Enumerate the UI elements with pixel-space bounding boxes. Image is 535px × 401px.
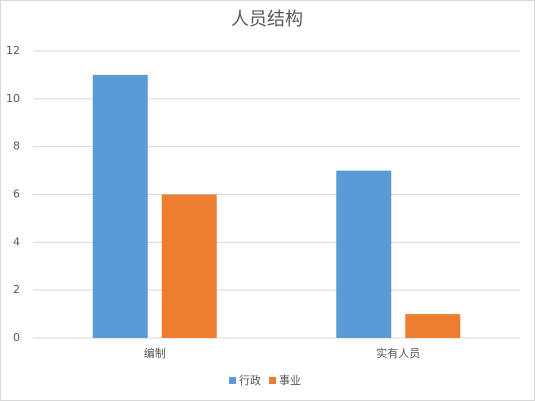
y-tick-label: 6 xyxy=(13,188,20,201)
bar xyxy=(336,170,392,338)
legend-swatch xyxy=(269,377,276,384)
y-tick-label: 0 xyxy=(13,331,20,344)
legend-label: 事业 xyxy=(279,374,301,387)
bar xyxy=(405,314,461,338)
y-tick-label: 2 xyxy=(13,283,20,296)
y-tick-label: 10 xyxy=(6,92,20,105)
x-tick-label: 实有人员 xyxy=(376,346,420,360)
chart-title: 人员结构 xyxy=(231,9,303,30)
y-tick-label: 8 xyxy=(13,140,20,153)
y-tick-label: 12 xyxy=(6,44,20,57)
y-tick-label: 4 xyxy=(13,235,20,248)
x-tick-label: 编制 xyxy=(144,346,166,360)
legend-swatch xyxy=(229,377,236,384)
legend-label: 行政 xyxy=(239,373,261,387)
bar xyxy=(161,194,217,338)
bar xyxy=(92,74,148,339)
